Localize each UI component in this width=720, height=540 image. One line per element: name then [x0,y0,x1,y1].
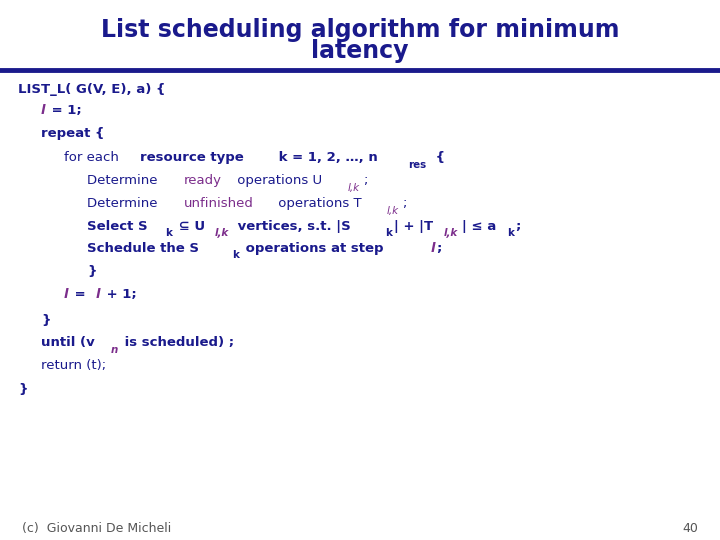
Text: ⊆ U: ⊆ U [174,220,205,233]
Text: }: } [87,265,96,278]
Text: l,k: l,k [444,228,459,238]
Text: l,k: l,k [387,206,399,215]
Text: List scheduling algorithm for minimum: List scheduling algorithm for minimum [101,18,619,42]
Text: ;: ; [402,197,407,210]
Text: vertices, s.t. |S: vertices, s.t. |S [233,220,351,233]
Text: }: } [41,314,50,327]
Text: repeat {: repeat { [41,127,104,140]
Text: | ≤ a: | ≤ a [462,220,497,233]
Text: k: k [166,228,172,238]
Text: + 1;: + 1; [102,288,137,301]
Text: LIST_L( G(V, E), a) {: LIST_L( G(V, E), a) { [18,83,166,96]
Text: l,k: l,k [215,228,229,238]
Text: for each: for each [64,151,123,164]
Text: n: n [110,345,117,355]
Text: return (t);: return (t); [41,359,106,372]
Text: | + |T: | + |T [394,220,433,233]
Text: k: k [507,228,513,238]
Text: operations U: operations U [233,174,322,187]
Text: {: { [431,151,446,164]
Text: resource type: resource type [140,151,244,164]
Text: (c)  Giovanni De Micheli: (c) Giovanni De Micheli [22,522,171,535]
Text: until (v: until (v [41,336,95,349]
Text: ;: ; [436,242,441,255]
Text: ;: ; [363,174,367,187]
Text: latency: latency [311,39,409,63]
Text: 40: 40 [683,522,698,535]
Text: k: k [232,251,238,260]
Text: k: k [384,228,392,238]
Text: l,k: l,k [348,183,359,193]
Text: Determine: Determine [87,174,162,187]
Text: unfinished: unfinished [184,197,253,210]
Text: Determine: Determine [87,197,162,210]
Text: }: } [18,383,27,396]
Text: ready: ready [184,174,222,187]
Text: Schedule the S: Schedule the S [87,242,199,255]
Text: l: l [41,104,45,117]
Text: res: res [408,160,426,170]
Text: =: = [70,288,90,301]
Text: is scheduled) ;: is scheduled) ; [120,336,234,349]
Text: ;: ; [516,220,521,233]
Text: l: l [431,242,435,255]
Text: operations at step: operations at step [240,242,387,255]
Text: l: l [96,288,101,301]
Text: = 1;: = 1; [47,104,81,117]
Text: k = 1, 2, …, n: k = 1, 2, …, n [274,151,378,164]
Text: l: l [64,288,68,301]
Text: Select S: Select S [87,220,148,233]
Text: operations T: operations T [274,197,361,210]
